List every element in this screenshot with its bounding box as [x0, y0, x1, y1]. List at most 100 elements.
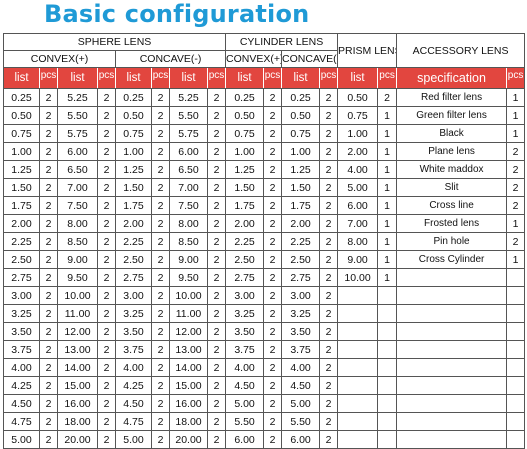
table-cell: 2 [39, 340, 58, 359]
table-cell: 5.00 [281, 394, 321, 413]
table-cell: 11.00 [57, 304, 98, 323]
table-cell: 1.00 [3, 142, 40, 161]
table-cell: 5.00 [337, 178, 379, 197]
table-cell: 20.00 [57, 430, 98, 449]
table-cell: 2 [206, 286, 227, 305]
page-title: Basic configuration [44, 0, 310, 28]
table-row: 5.00 2 20.00 2 5.00 2 20.00 2 6.00 2 6.00 2 [3, 430, 526, 449]
table-cell: 2 [263, 142, 283, 161]
table-cell: 2 [263, 358, 283, 377]
table-cell: 4.00 [3, 358, 40, 377]
table-cell: Black [396, 124, 508, 143]
table-cell: 2 [319, 268, 339, 287]
table-cell: 2 [97, 124, 116, 143]
table-cell: 3.75 [225, 340, 265, 359]
table-cell: 15.00 [57, 376, 98, 395]
table-cell: 2 [206, 268, 227, 287]
table-cell: 13.00 [169, 340, 208, 359]
table-cell: 2 [151, 124, 170, 143]
col-header-list: list [57, 67, 98, 89]
table-cell: 2 [151, 232, 170, 251]
table-cell: 2 [39, 376, 58, 395]
table-cell: 7.50 [169, 196, 208, 215]
col-header-list: list [169, 67, 208, 89]
table-cell: 4.50 [115, 394, 152, 413]
table-cell [377, 286, 398, 305]
table-cell [337, 376, 379, 395]
table-cell: 1 [506, 124, 526, 143]
table-cell [396, 376, 508, 395]
table-cell: 1 [377, 250, 398, 269]
table-cell: 7.00 [57, 178, 98, 197]
table-cell: 2 [151, 268, 170, 287]
table-cell: 2 [206, 376, 227, 395]
table-cell [377, 394, 398, 413]
table-cell [506, 286, 526, 305]
table-cell: Green filter lens [396, 106, 508, 125]
table-cell: 2 [39, 322, 58, 341]
table-cell: 6.00 [57, 142, 98, 161]
table-row: 2.00 2 8.00 2 2.00 2 8.00 2 2.00 2 2.00 2 7.00 1 Frost… [3, 214, 526, 233]
table-cell: 0.75 [337, 106, 379, 125]
table-cell: 0.75 [225, 124, 265, 143]
table-cell: 3.00 [225, 286, 265, 305]
col-header-list: list [3, 67, 40, 89]
col-header-pcs: pcs [263, 67, 283, 89]
table-cell: 20.00 [169, 430, 208, 449]
table-cell: 2 [319, 376, 339, 395]
table-cell: 1.25 [281, 160, 321, 179]
table-cell: 8.00 [337, 232, 379, 251]
table-cell: 1.25 [225, 160, 265, 179]
table-cell: 2 [206, 214, 227, 233]
table-row: 4.25 2 15.00 2 4.25 2 15.00 2 4.50 2 4.50 2 [3, 376, 526, 395]
table-cell [377, 322, 398, 341]
table-cell: 2 [39, 160, 58, 179]
table-cell: Cross line [396, 196, 508, 215]
table-cell: 4.25 [115, 376, 152, 395]
table-cell: 2.00 [337, 142, 379, 161]
table-cell: 4.00 [225, 358, 265, 377]
table-cell [506, 268, 526, 287]
table-cell [506, 358, 526, 377]
table-cell: Red filter lens [396, 88, 508, 107]
table-cell: 2.00 [115, 214, 152, 233]
table-cell [337, 322, 379, 341]
table-cell [506, 394, 526, 413]
table-cell: 1 [377, 178, 398, 197]
table-cell: 2 [206, 322, 227, 341]
table-cell [506, 304, 526, 323]
column-header-row: list pcs list pcs list pcs list pcs list… [3, 67, 526, 89]
table-cell [377, 430, 398, 449]
table-cell: 1.50 [225, 178, 265, 197]
table-cell: 2 [263, 268, 283, 287]
table-cell: 2 [97, 394, 116, 413]
table-cell: 1.50 [3, 178, 40, 197]
table-cell: 2 [263, 124, 283, 143]
table-cell: 0.75 [281, 124, 321, 143]
table-cell: 1.50 [281, 178, 321, 197]
table-cell: 2 [206, 106, 227, 125]
table-cell: 2.25 [115, 232, 152, 251]
table-cell: 9.50 [169, 268, 208, 287]
table-cell: 8.00 [169, 214, 208, 233]
table-cell: 2 [151, 214, 170, 233]
col-header-pcs: pcs [377, 67, 398, 89]
table-cell: 2 [319, 124, 339, 143]
table-cell: 2 [97, 88, 116, 107]
table-cell [377, 358, 398, 377]
table-cell: 2 [206, 88, 227, 107]
table-cell: 9.00 [169, 250, 208, 269]
table-cell: 3.25 [3, 304, 40, 323]
table-cell: 2 [206, 394, 227, 413]
table-cell: 3.75 [281, 340, 321, 359]
table-cell: 6.50 [57, 160, 98, 179]
table-cell: 7.00 [337, 214, 379, 233]
table-cell [396, 340, 508, 359]
table-cell: 2 [39, 394, 58, 413]
table-cell: 1 [506, 250, 526, 269]
table-cell [337, 430, 379, 449]
table-cell: 2 [263, 232, 283, 251]
table-cell: 2 [97, 358, 116, 377]
table-cell: 2.75 [281, 268, 321, 287]
table-cell [396, 430, 508, 449]
